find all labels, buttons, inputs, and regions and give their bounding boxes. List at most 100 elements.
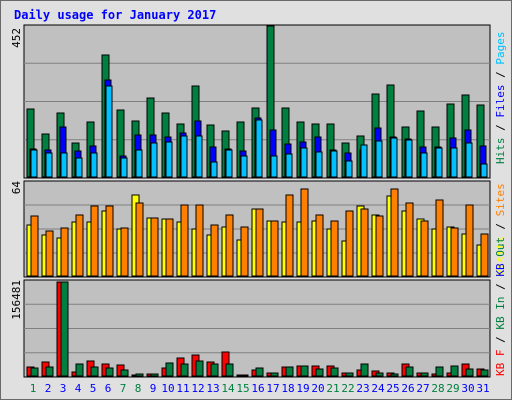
kb-in-bar-day-14	[225, 363, 234, 377]
day-label-11: 11	[176, 382, 189, 395]
sites-bar-day-19	[300, 188, 309, 277]
legend-f: F	[494, 350, 507, 363]
kb-in-bar-day-27	[420, 372, 429, 377]
top-panel-legend: Hits / Files / Pages	[494, 32, 507, 165]
legend-out: Out	[494, 237, 507, 264]
kb-in-bar-day-5	[90, 366, 99, 377]
legend-visits: Visits	[494, 236, 507, 276]
sites-bar-day-8	[135, 202, 144, 277]
hits-files-pages-panel	[23, 24, 491, 179]
legend-in: In	[494, 297, 507, 317]
day-label-7: 7	[120, 382, 127, 395]
kb-in-bar-day-2	[45, 366, 54, 377]
legend-files: Files	[494, 85, 507, 125]
pages-bar-day-10	[165, 141, 173, 178]
day-label-17: 17	[266, 382, 279, 395]
middle-panel-legend: Visits / Sites	[494, 183, 507, 276]
pages-bar-day-11	[180, 135, 188, 178]
kb-in-out-panel	[23, 279, 491, 378]
kb-in-bar-day-7	[120, 369, 129, 377]
kb-in-bar-day-13	[210, 363, 219, 377]
top-panel-max-label: 452	[10, 28, 23, 48]
day-label-31: 31	[476, 382, 489, 395]
sites-bar-day-2	[45, 230, 54, 277]
sites-bar-day-31	[480, 233, 489, 277]
pages-bar-day-14	[225, 149, 233, 178]
day-label-14: 14	[221, 382, 235, 395]
bottom-panel-max-label: 156481	[10, 280, 23, 320]
sites-bar-day-12	[195, 204, 204, 277]
sites-bar-day-5	[90, 205, 99, 277]
kb-in-bar-day-22	[345, 372, 354, 377]
pages-bar-day-18	[285, 153, 293, 178]
pages-bar-day-24	[375, 140, 383, 178]
kb-in-bar-day-21	[330, 367, 339, 377]
kb-in-bar-day-16	[255, 367, 264, 377]
legend-kb: KB	[494, 362, 507, 376]
pages-bar-day-30	[465, 142, 473, 178]
kb-in-bar-day-11	[180, 363, 189, 377]
day-label-13: 13	[206, 382, 219, 395]
day-label-5: 5	[90, 382, 97, 395]
day-label-9: 9	[150, 382, 157, 395]
day-label-15: 15	[236, 382, 249, 395]
kb-in-bar-day-31	[480, 369, 489, 377]
sites-bar-day-1	[30, 215, 39, 277]
pages-bar-day-5	[90, 152, 98, 178]
kb-in-bar-day-15	[240, 374, 249, 377]
sites-bar-day-30	[465, 204, 474, 277]
pages-bar-day-16	[255, 119, 263, 178]
sites-bar-day-29	[450, 227, 459, 277]
kb-in-bar-day-19	[300, 365, 309, 377]
legend-: /	[494, 336, 507, 349]
legend-kb: KB	[494, 316, 507, 336]
sites-bar-day-18	[285, 194, 294, 277]
day-label-22: 22	[341, 382, 354, 395]
sites-bar-day-16	[255, 208, 264, 277]
legend-: /	[494, 71, 507, 84]
kb-in-bar-day-26	[405, 366, 414, 377]
pages-bar-day-28	[435, 147, 443, 178]
sites-bar-day-21	[330, 220, 339, 277]
sites-bar-day-25	[390, 188, 399, 277]
sites-bar-day-14	[225, 214, 234, 277]
sites-bar-day-3	[60, 227, 69, 277]
day-label-21: 21	[326, 382, 339, 395]
day-axis-labels: 1 2 3 4 5 6 7 8 9 10 11 12 13 14 15 16 17 18 19 20 21 22 23 24 2…	[30, 382, 490, 395]
legend-: /	[494, 124, 507, 137]
sites-bar-day-17	[270, 220, 279, 277]
day-label-18: 18	[281, 382, 294, 395]
kb-in-bar-day-4	[75, 363, 84, 377]
pages-bar-day-20	[315, 151, 323, 178]
sites-bar-day-6	[105, 205, 114, 277]
pages-bar-day-12	[195, 135, 203, 178]
day-label-1: 1	[30, 382, 37, 395]
pages-bar-day-8	[135, 149, 143, 178]
pages-bar-day-23	[360, 144, 368, 178]
day-label-4: 4	[75, 382, 82, 395]
day-label-30: 30	[461, 382, 474, 395]
sites-bar-day-7	[120, 227, 129, 277]
day-label-26: 26	[401, 382, 414, 395]
legend-hits: Hits	[494, 138, 507, 165]
visits-sites-panel	[23, 180, 491, 278]
pages-bar-day-9	[150, 142, 158, 178]
sites-bar-day-24	[375, 215, 384, 277]
kb-in-bar-day-8	[135, 373, 144, 377]
pages-bar-day-15	[240, 155, 248, 178]
day-label-2: 2	[45, 382, 52, 395]
pages-bar-day-29	[450, 147, 458, 178]
day-label-16: 16	[251, 382, 264, 395]
pages-bar-day-25	[390, 137, 398, 178]
pages-bar-day-6	[105, 85, 113, 178]
pages-bar-day-22	[345, 160, 353, 178]
pages-bar-day-4	[75, 157, 83, 178]
day-label-3: 3	[60, 382, 67, 395]
day-label-19: 19	[296, 382, 309, 395]
day-label-24: 24	[371, 382, 385, 395]
sites-bar-day-4	[75, 214, 84, 277]
pages-bar-day-3	[60, 152, 68, 178]
kb-in-bar-day-3	[60, 281, 69, 377]
kb-in-bar-day-10	[165, 362, 174, 377]
